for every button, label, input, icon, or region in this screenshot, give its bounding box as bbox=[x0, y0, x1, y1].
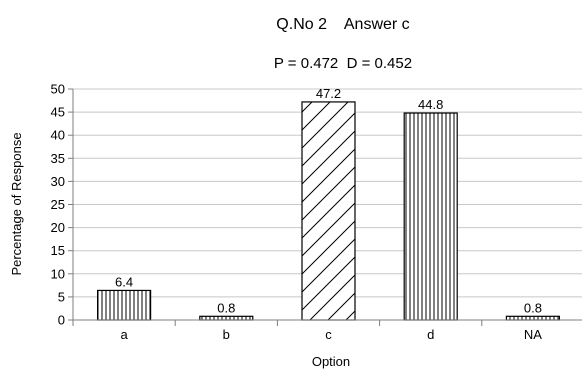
y-tick-label: 50 bbox=[51, 82, 65, 97]
x-tick-label: a bbox=[120, 327, 128, 342]
x-tick-label: c bbox=[325, 327, 332, 342]
x-tick-label: b bbox=[223, 327, 230, 342]
value-label-d: 44.8 bbox=[418, 97, 443, 112]
x-axis-ticks: a b c d NA bbox=[72, 320, 542, 342]
bar-d bbox=[403, 112, 458, 321]
y-tick-label: 5 bbox=[58, 289, 65, 304]
y-tick-label: 45 bbox=[51, 105, 65, 120]
y-tick-label: 35 bbox=[51, 151, 65, 166]
value-labels: 6.4 0.8 47.2 44.8 0.8 bbox=[115, 86, 542, 315]
value-label-c: 47.2 bbox=[316, 86, 341, 101]
y-tick-label: 40 bbox=[51, 128, 65, 143]
bar-c bbox=[301, 101, 356, 321]
chart-subtitle: P = 0.472 D = 0.452 bbox=[274, 55, 412, 72]
value-label-b: 0.8 bbox=[217, 300, 235, 315]
y-tick-label: 15 bbox=[51, 243, 65, 258]
x-tick-label: NA bbox=[524, 327, 542, 342]
y-tick-label: 20 bbox=[51, 220, 65, 235]
x-tick-label: d bbox=[427, 327, 434, 342]
y-tick-label: 0 bbox=[58, 313, 65, 328]
value-label-na: 0.8 bbox=[524, 300, 542, 315]
bar-na bbox=[505, 315, 560, 321]
chart-title: Q.No 2 Answer c bbox=[276, 16, 409, 33]
y-axis-label: Percentage of Response bbox=[9, 132, 24, 275]
y-tick-label: 25 bbox=[51, 197, 65, 212]
x-axis-label: Option bbox=[312, 354, 350, 369]
y-axis-ticks: 0 5 10 15 20 25 30 35 40 45 50 bbox=[51, 82, 73, 328]
y-tick-label: 10 bbox=[51, 266, 65, 281]
bars bbox=[96, 101, 560, 321]
bar-a bbox=[96, 289, 152, 321]
value-label-a: 6.4 bbox=[115, 274, 133, 289]
bar-b bbox=[199, 315, 254, 321]
y-tick-label: 30 bbox=[51, 174, 65, 189]
